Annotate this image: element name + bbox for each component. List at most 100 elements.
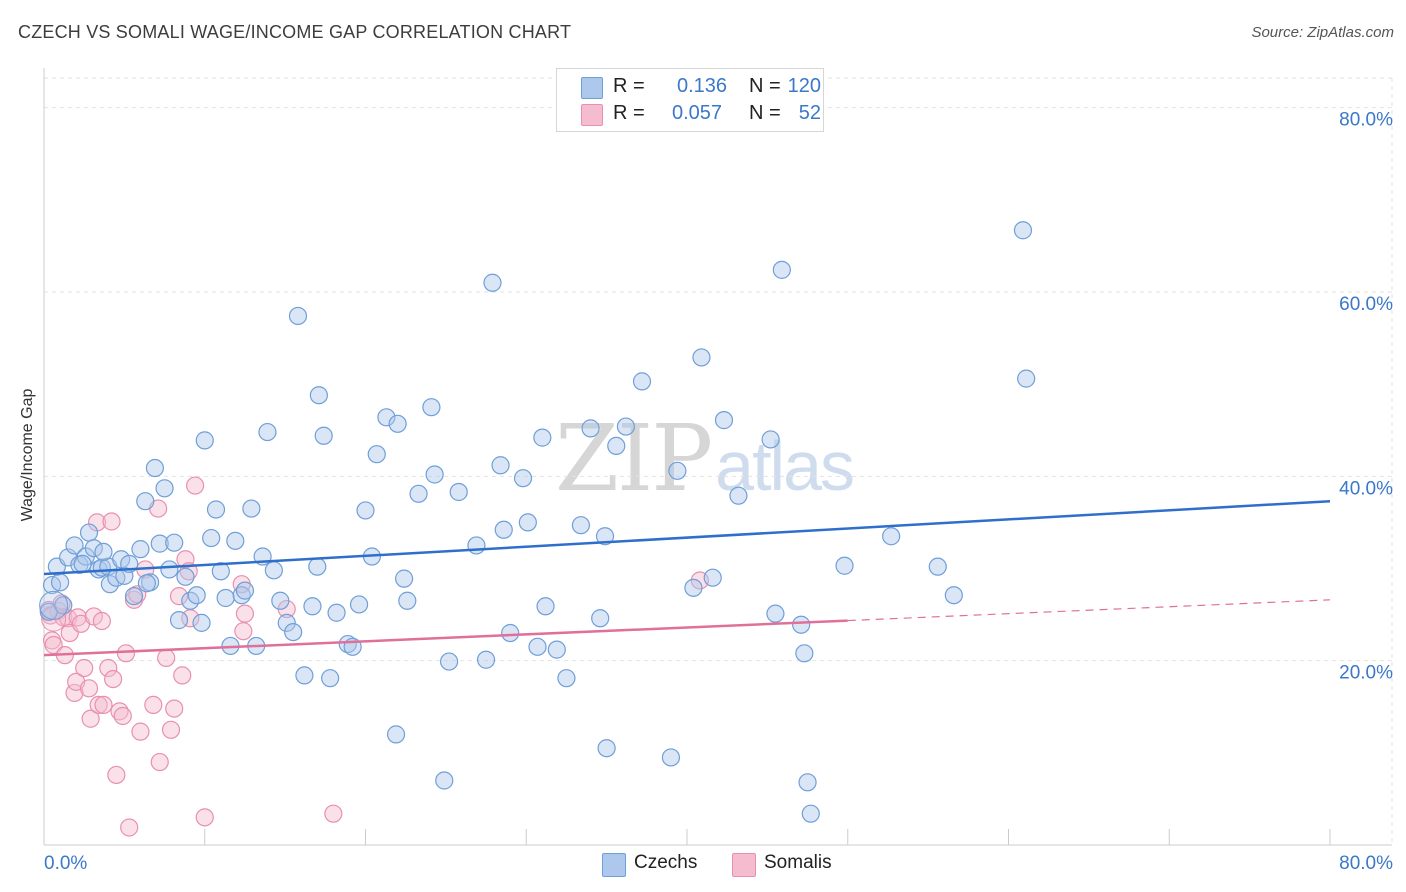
czech-point	[206, 500, 226, 519]
somali-point	[116, 644, 136, 663]
legend-n-value: 52	[798, 102, 821, 124]
czech-point	[944, 586, 963, 605]
czech-point	[73, 554, 92, 573]
somali-point	[234, 622, 253, 641]
czech-point	[308, 557, 327, 576]
czech-point	[882, 527, 901, 546]
somali-point	[157, 648, 176, 667]
somali-point	[102, 512, 121, 531]
czech-point	[216, 588, 235, 608]
czech-point	[145, 458, 165, 478]
czech-point	[195, 431, 214, 450]
czech-point	[1017, 369, 1036, 388]
czech-point	[136, 492, 155, 511]
czech-point	[314, 426, 333, 445]
czech-point	[692, 348, 711, 367]
somali-point	[107, 765, 126, 785]
czech-point	[795, 644, 814, 663]
axes	[43, 68, 1392, 846]
czech-point	[321, 669, 340, 688]
trend-lines	[43, 499, 1331, 657]
czech-point	[65, 536, 84, 555]
czech-point	[202, 528, 221, 548]
czech-point	[338, 634, 357, 654]
czech-point	[409, 484, 428, 503]
czech-point	[528, 637, 547, 656]
czech-point	[137, 574, 156, 593]
czech-point	[476, 650, 496, 669]
y-tick-label: 60.0%	[1339, 294, 1393, 315]
czech-point	[124, 587, 144, 606]
czech-point	[176, 567, 195, 586]
czech-point	[425, 465, 444, 484]
czech-point	[835, 556, 854, 575]
czech-point	[242, 499, 261, 518]
somali-legend-label: Somalis	[764, 852, 832, 873]
czech-point	[150, 534, 169, 553]
czech-point	[632, 372, 652, 391]
somali-point	[144, 695, 163, 715]
x-tick-label-max: 80.0%	[1339, 853, 1393, 874]
chart-source: Source: ZipAtlas.com	[1251, 24, 1394, 41]
czech-point	[288, 306, 308, 326]
czech-point	[513, 469, 533, 488]
somali-point	[99, 658, 118, 678]
somali-point	[165, 699, 184, 718]
czech-point	[398, 591, 417, 610]
czech-swatch	[581, 77, 603, 99]
chart-title: CZECH VS SOMALI WAGE/INCOME GAP CORRELAT…	[18, 22, 572, 42]
czech-point	[271, 591, 290, 610]
czech-point	[84, 539, 103, 558]
czech-point	[388, 414, 407, 433]
czech-point	[483, 273, 502, 292]
czech-point	[394, 569, 414, 588]
czech-point	[169, 611, 189, 630]
czech-legend-label: Czechs	[634, 852, 698, 873]
somali-trend-extension	[847, 599, 1331, 622]
watermark-atlas: atlas	[715, 427, 855, 505]
czech-point	[377, 408, 396, 427]
czech-point	[668, 461, 687, 480]
czech-point	[591, 609, 610, 628]
somali-point	[89, 695, 108, 715]
czech-points	[39, 221, 1036, 823]
somali-point	[235, 604, 255, 623]
czech-point	[226, 531, 245, 550]
czech-point	[491, 456, 510, 475]
somali-point	[131, 722, 150, 741]
legend-r-value: 0.136	[677, 75, 728, 97]
czech-point	[616, 417, 636, 436]
somali-point	[324, 804, 343, 823]
czech-legend-swatch	[602, 853, 626, 877]
somali-point	[92, 611, 111, 631]
czech-point	[607, 436, 626, 456]
czech-point	[303, 597, 322, 616]
czech-point	[467, 536, 486, 555]
czech-point	[277, 613, 296, 632]
somali-point	[104, 669, 123, 689]
czech-point	[536, 597, 555, 616]
czech-point	[801, 804, 820, 823]
somali-point	[169, 587, 189, 606]
czech-point	[703, 568, 722, 587]
czech-point	[155, 479, 174, 498]
czech-point	[772, 260, 791, 279]
legend-r-value: 0.057	[672, 102, 723, 124]
czech-point	[928, 557, 947, 576]
legend-n-label: N =	[749, 102, 781, 124]
somali-point	[150, 752, 169, 772]
czech-point	[165, 533, 184, 552]
somali-point	[173, 666, 192, 685]
somali-legend-swatch	[732, 853, 756, 877]
czech-trend-line	[43, 499, 1331, 576]
somali-point	[120, 818, 139, 837]
czech-point	[449, 482, 468, 502]
czech-point	[792, 615, 811, 634]
czech-point	[766, 604, 785, 623]
czech-point	[557, 669, 576, 688]
czech-point	[661, 748, 681, 767]
czech-point	[729, 486, 748, 505]
somali-point	[113, 706, 132, 726]
czech-point	[571, 516, 591, 535]
somali-point	[94, 695, 113, 715]
